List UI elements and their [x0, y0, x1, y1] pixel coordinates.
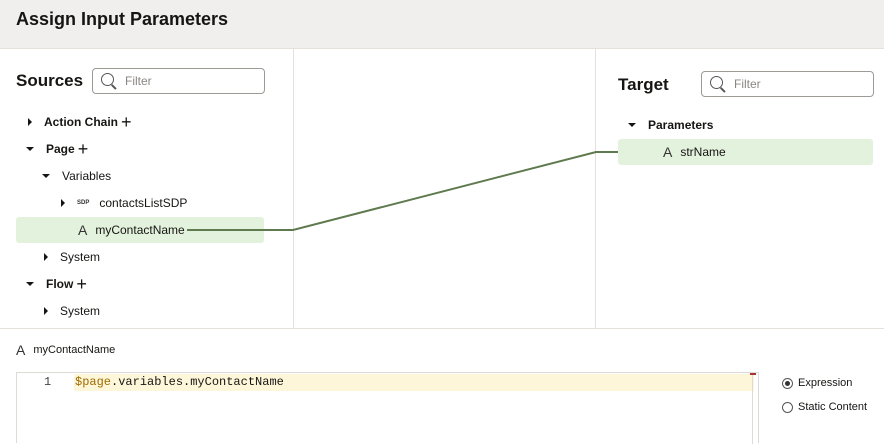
code-token: .variables.myContactName	[111, 375, 284, 389]
string-type-icon: A	[16, 342, 26, 358]
sources-title: Sources	[16, 71, 84, 90]
dialog-header	[0, 0, 884, 49]
caret-right-icon[interactable]	[44, 253, 48, 261]
tree-item-page[interactable]: Page +	[26, 136, 88, 162]
code-line: $page.variables.myContactName	[75, 375, 284, 389]
tree-item-label: System	[60, 250, 101, 264]
radio-icon[interactable]	[782, 402, 793, 413]
search-icon	[710, 76, 723, 89]
caret-down-icon[interactable]	[42, 174, 50, 178]
add-icon[interactable]: +	[77, 139, 89, 159]
tree-item-label: myContactName	[95, 223, 185, 237]
radio-label: Expression	[798, 377, 853, 389]
add-icon[interactable]: +	[121, 112, 132, 132]
tree-item-strname-content: A strName	[663, 139, 726, 165]
caret-right-icon[interactable]	[44, 307, 48, 315]
selected-variable: A myContactName	[16, 337, 115, 363]
caret-down-icon[interactable]	[628, 123, 636, 127]
sdp-icon: SDP	[77, 200, 90, 206]
tree-item-strname[interactable]	[618, 139, 873, 165]
overview-marker	[750, 373, 756, 375]
tree-item-mycontactname-content: A myContactName	[78, 217, 185, 243]
string-type-icon: A	[78, 222, 88, 238]
filter-placeholder: Filter	[125, 74, 152, 88]
tree-item-parameters[interactable]: Parameters	[628, 112, 713, 138]
tree-item-label: Page	[46, 142, 75, 156]
tree-item-variables[interactable]: Variables	[42, 163, 111, 189]
selected-variable-label: myContactName	[33, 344, 116, 356]
tree-item-system[interactable]: System	[44, 244, 100, 270]
active-line	[74, 374, 754, 391]
search-icon	[101, 73, 114, 86]
divider	[595, 49, 596, 328]
add-icon[interactable]: +	[76, 274, 87, 294]
tree-item-label: Parameters	[648, 118, 714, 132]
scrollbar[interactable]	[752, 373, 753, 444]
divider	[293, 49, 294, 328]
dialog-title: Assign Input Parameters	[16, 9, 229, 29]
tree-item-label: System	[60, 304, 101, 318]
code-token: $page	[75, 375, 112, 389]
tree-item-label: strName	[680, 145, 726, 159]
radio-icon[interactable]	[782, 378, 793, 389]
tree-item-action-chain[interactable]: Action Chain +	[28, 109, 132, 135]
line-number: 1	[44, 375, 52, 389]
tree-item-label: Variables	[62, 169, 112, 183]
tree-item-label: contactsListSDP	[99, 196, 188, 210]
caret-down-icon[interactable]	[26, 147, 34, 151]
expression-editor[interactable]: 1 $page.variables.myContactName	[16, 372, 759, 444]
tree-item-contactslistsdp[interactable]: SDP contactsListSDP	[61, 190, 187, 216]
target-filter-input[interactable]: Filter	[701, 71, 874, 97]
caret-down-icon[interactable]	[26, 282, 34, 286]
tree-item-flow[interactable]: Flow +	[26, 271, 87, 297]
target-title: Target	[618, 75, 669, 94]
string-type-icon: A	[663, 144, 673, 160]
caret-right-icon[interactable]	[61, 199, 65, 207]
divider	[0, 328, 884, 329]
sources-filter-input[interactable]: Filter	[92, 68, 265, 94]
filter-placeholder: Filter	[734, 77, 761, 91]
caret-right-icon[interactable]	[28, 118, 32, 126]
tree-item-label: Flow	[46, 277, 74, 291]
tree-item-label: Action Chain	[44, 115, 118, 129]
radio-label: Static Content	[798, 401, 868, 413]
tree-item-flow-system[interactable]: System	[44, 298, 100, 324]
